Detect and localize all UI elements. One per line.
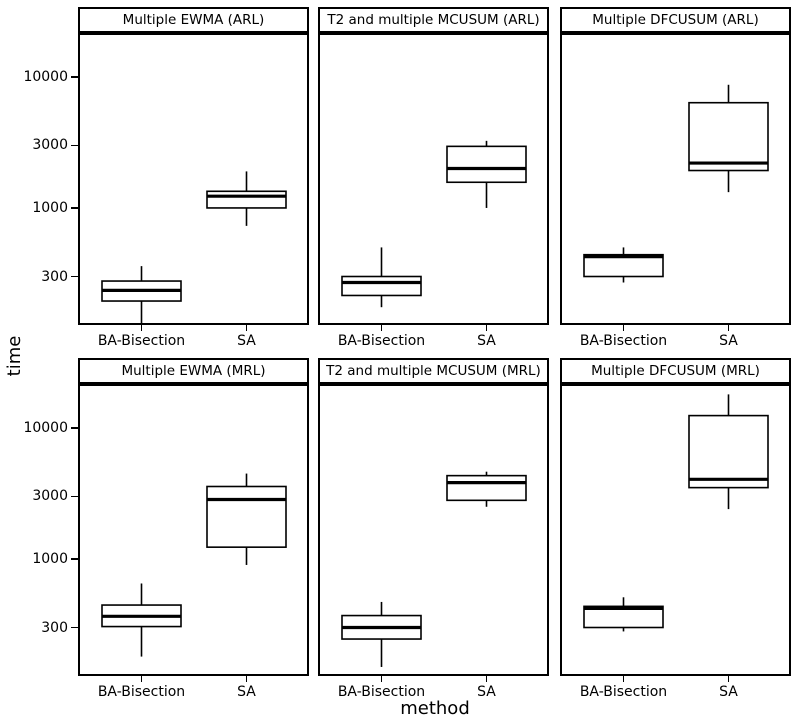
facet-title: Multiple EWMA (MRL) xyxy=(121,363,266,379)
y-tick-mark xyxy=(71,275,78,278)
y-axis-title: time xyxy=(4,335,25,377)
y-tick-mark xyxy=(71,558,78,560)
boxplot-ba-bisection xyxy=(341,247,422,308)
y-tick-label: 3000 xyxy=(32,137,68,154)
y-tick-mark xyxy=(71,495,78,498)
facet-plot xyxy=(560,384,791,676)
facet-panel-ewma-arl: Multiple EWMA (ARL) xyxy=(78,7,309,325)
box-iqr xyxy=(583,605,664,629)
x-tick-mark xyxy=(140,676,143,682)
box-iqr xyxy=(688,101,769,172)
x-tick-mark xyxy=(140,325,143,331)
facet-strip: Multiple DFCUSUM (MRL) xyxy=(560,358,791,384)
facet-strip: Multiple DFCUSUM (ARL) xyxy=(560,7,791,33)
x-tick-label: SA xyxy=(719,333,738,349)
y-tick-mark xyxy=(71,76,78,78)
y-tick-mark xyxy=(71,626,78,629)
x-tick-mark xyxy=(622,676,625,682)
panel-border xyxy=(318,33,549,325)
y-tick-label: 1000 xyxy=(32,199,68,216)
facet-plot xyxy=(78,384,309,676)
boxplot-sa xyxy=(688,394,769,510)
boxplot-ba-bisection xyxy=(101,583,182,657)
boxplot-ba-bisection xyxy=(101,266,182,325)
facet-title: T2 and multiple MCUSUM (MRL) xyxy=(326,363,541,379)
y-tick-label: 10000 xyxy=(23,68,68,85)
box-iqr xyxy=(341,275,422,297)
facet-panel-dfcusum-mrl: Multiple DFCUSUM (MRL) xyxy=(560,358,791,676)
x-tick-mark xyxy=(727,676,730,682)
facet-strip: Multiple EWMA (ARL) xyxy=(78,7,309,33)
y-tick-mark xyxy=(71,207,78,209)
boxplot-sa xyxy=(446,140,527,208)
x-tick-mark xyxy=(380,325,383,331)
boxplot-sa xyxy=(446,471,527,507)
x-tick-label: SA xyxy=(477,333,496,349)
x-tick-mark xyxy=(245,676,248,682)
box-iqr xyxy=(206,190,287,209)
x-tick-label: BA-Bisection xyxy=(97,684,186,700)
x-axis-title: method xyxy=(400,698,470,719)
panel-border xyxy=(560,384,791,676)
facet-strip: T2 and multiple MCUSUM (ARL) xyxy=(318,7,549,33)
x-tick-label: BA-Bisection xyxy=(337,333,426,349)
y-tick-label: 300 xyxy=(41,268,68,285)
y-tick-label: 10000 xyxy=(23,419,68,436)
facet-plot xyxy=(318,33,549,325)
y-tick-mark xyxy=(71,427,78,429)
panel-border xyxy=(78,33,309,325)
panel-border xyxy=(78,384,309,676)
facet-panel-dfcusum-arl: Multiple DFCUSUM (ARL) xyxy=(560,7,791,325)
x-tick-label: SA xyxy=(477,684,496,700)
x-tick-label: BA-Bisection xyxy=(579,333,668,349)
panel-border xyxy=(560,33,791,325)
box-iqr xyxy=(446,145,527,184)
box-iqr xyxy=(688,414,769,489)
facet-title: Multiple DFCUSUM (MRL) xyxy=(591,363,760,379)
facet-panel-ewma-mrl: Multiple EWMA (MRL) xyxy=(78,358,309,676)
x-tick-mark xyxy=(380,676,383,682)
x-tick-label: SA xyxy=(237,333,256,349)
facet-title: T2 and multiple MCUSUM (ARL) xyxy=(327,12,540,28)
x-tick-label: BA-Bisection xyxy=(579,684,668,700)
facet-title: Multiple EWMA (ARL) xyxy=(122,12,265,28)
x-tick-mark xyxy=(485,325,488,331)
y-tick-label: 1000 xyxy=(32,550,68,567)
boxplot-sa xyxy=(206,473,287,565)
y-tick-mark xyxy=(71,144,78,147)
boxplot-ba-bisection xyxy=(583,597,664,632)
x-tick-label: SA xyxy=(237,684,256,700)
x-tick-mark xyxy=(727,325,730,331)
facet-strip: Multiple EWMA (MRL) xyxy=(78,358,309,384)
y-tick-label: 3000 xyxy=(32,488,68,505)
x-tick-mark xyxy=(245,325,248,331)
facet-panel-mcusum-arl: T2 and multiple MCUSUM (ARL) xyxy=(318,7,549,325)
x-tick-mark xyxy=(622,325,625,331)
x-tick-mark xyxy=(485,676,488,682)
facet-plot xyxy=(560,33,791,325)
box-iqr xyxy=(583,253,664,278)
facet-panel-mcusum-mrl: T2 and multiple MCUSUM (MRL) xyxy=(318,358,549,676)
box-iqr xyxy=(446,474,527,502)
x-tick-label: BA-Bisection xyxy=(97,333,186,349)
boxplot-ba-bisection xyxy=(583,247,664,283)
box-iqr xyxy=(206,485,287,548)
y-tick-label: 300 xyxy=(41,619,68,636)
x-tick-label: BA-Bisection xyxy=(337,684,426,700)
x-tick-label: SA xyxy=(719,684,738,700)
panel-border xyxy=(318,384,549,676)
facet-title: Multiple DFCUSUM (ARL) xyxy=(592,12,759,28)
facet-strip: T2 and multiple MCUSUM (MRL) xyxy=(318,358,549,384)
boxplot-sa xyxy=(688,84,769,193)
facet-plot xyxy=(318,384,549,676)
boxplot-ba-bisection xyxy=(341,601,422,667)
boxplot-sa xyxy=(206,171,287,226)
facet-plot xyxy=(78,33,309,325)
